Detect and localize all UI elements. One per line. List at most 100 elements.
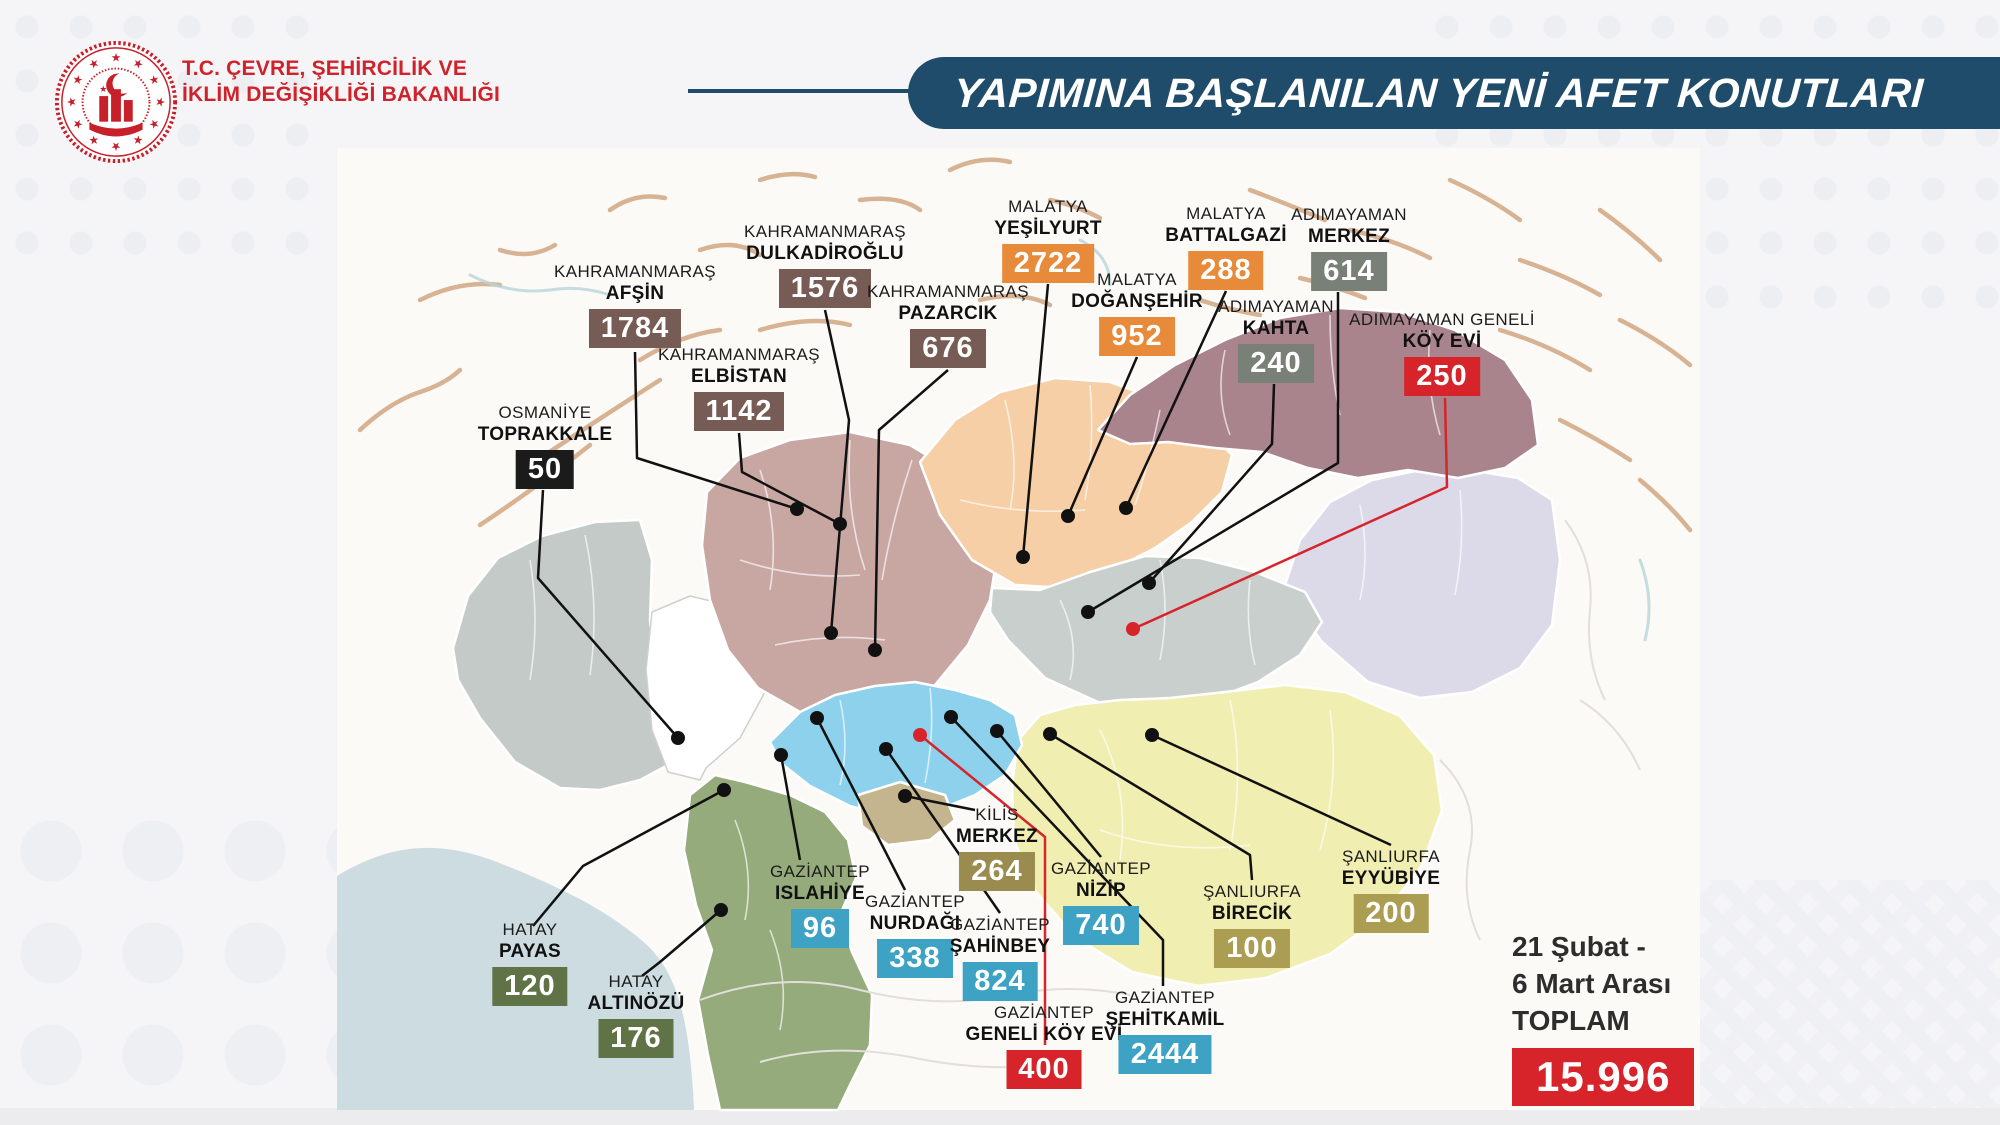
page-title: YAPIMINA BAŞLANILAN YENİ AFET KONUTLARI [952, 69, 1926, 116]
leader-gaziantep-koyevi [919, 734, 1047, 1045]
region-gaziantep [768, 680, 1024, 820]
map-label-sahinbey: GAZİANTEP ŞAHİNBEY 824 [950, 915, 1051, 1001]
value-badge: 676 [910, 329, 986, 368]
value-badge: 614 [1311, 252, 1387, 291]
leader-birecik [1049, 732, 1254, 881]
value-badge: 120 [492, 967, 568, 1006]
total-period-line2: 6 Mart Arası [1512, 968, 1672, 999]
leader-kahta [1148, 383, 1276, 584]
map-label-birecik: ŞANLIURFA BİRECİK 100 [1203, 882, 1301, 968]
leader-adiyaman-merkez [1087, 292, 1340, 614]
map-label-eyyubiye: ŞANLIURFA EYYÜBİYE 200 [1342, 847, 1441, 933]
map-label-nizip: GAZİANTEP NİZİP 740 [1051, 859, 1151, 945]
total-label: TOPLAM [1512, 1005, 1630, 1036]
ministry-name-line1: T.C. ÇEVRE, ŞEHİRCİLİK VE [182, 57, 468, 80]
value-badge: 100 [1214, 929, 1290, 968]
value-badge: 176 [598, 1019, 674, 1058]
map-label-islahiye: GAZİANTEP ISLAHİYE 96 [770, 862, 870, 948]
svg-text:★: ★ [111, 51, 122, 65]
leader-payas [532, 788, 725, 927]
value-badge: 824 [962, 962, 1038, 1001]
total-period-line1: 21 Şubat - [1512, 931, 1646, 962]
leader-kilis [904, 794, 976, 812]
map-label-kahta: ADIMAYAMAN KAHTA 240 [1218, 297, 1334, 383]
map-label-nurdagi: GAZİANTEP NURDAĞI 338 [865, 892, 965, 978]
value-badge: 1142 [693, 392, 785, 431]
value-badge: 2444 [1118, 1035, 1212, 1074]
svg-text:★: ★ [65, 97, 79, 108]
value-badge: 1784 [588, 309, 682, 348]
value-badge: 1576 [778, 269, 872, 308]
leader-toprakkale [536, 489, 679, 739]
leader-lines [532, 283, 1392, 986]
value-badge: 2722 [1001, 244, 1095, 283]
leader-adiyaman-koyevi [1132, 397, 1449, 631]
value-badge: 250 [1404, 357, 1480, 396]
value-badge: 288 [1188, 251, 1264, 290]
map-label-yesilyurt: MALATYA YEŞİLYURT 2722 [994, 197, 1102, 283]
map-dots-red [913, 622, 1140, 742]
value-badge: 952 [1099, 317, 1175, 356]
map-label-adiyaman-merkez: ADIMAYAMAN MERKEZ 614 [1291, 205, 1407, 291]
total-value-badge: 15.996 [1512, 1048, 1695, 1106]
value-badge: 50 [515, 450, 575, 489]
map-label-elbistan: KAHRAMANMARAŞ ELBİSTAN 1142 [658, 345, 820, 431]
logo-crescent-buildings: ★ [89, 72, 143, 137]
svg-text:★: ★ [99, 84, 107, 94]
map-label-adiyaman-koyevi: ADIMAYAMAN GENELİ KÖY EVİ 250 [1349, 310, 1535, 396]
map-label-pazarcik: KAHRAMANMARAŞ PAZARCIK 676 [867, 282, 1029, 368]
map-label-toprakkale: OSMANİYE TOPRAKKALE 50 [478, 403, 613, 489]
map-dots [671, 501, 1159, 917]
ministry-name: T.C. ÇEVRE, ŞEHİRCİLİK VE İKLİM DEĞİŞİKL… [182, 56, 500, 108]
region-east-lavender [1283, 468, 1562, 700]
value-badge: 740 [1063, 906, 1139, 945]
value-badge: 264 [959, 852, 1035, 891]
leader-elbistan [737, 432, 841, 526]
title-banner: YAPIMINA BAŞLANILAN YENİ AFET KONUTLARI [908, 57, 2000, 129]
map-label-sehitkamil: GAZİANTEP ŞEHİTKAMİL 2444 [1105, 988, 1224, 1074]
outside-borders [699, 519, 1641, 1069]
map-label-dulkadiroglu: KAHRAMANMARAŞ DULKADİROĞLU 1576 [744, 222, 906, 308]
leader-nurdagi [815, 717, 907, 891]
map-label-kilis-merkez: KİLİS MERKEZ 264 [956, 805, 1038, 891]
leader-dogansehir [1066, 356, 1139, 517]
svg-text:★: ★ [153, 97, 167, 108]
leader-afsin [633, 351, 798, 511]
region-adiyaman [988, 554, 1324, 712]
leader-yesilyurt [1021, 283, 1050, 558]
ministry-name-line2: İKLİM DEĞİŞİKLİĞİ BAKANLIĞI [182, 83, 501, 106]
district-borders [529, 314, 1463, 1031]
ministry-logo: ★ ★ ★ ★ ★ ★ ★ ★ ★ ★ ★ ★ ★ [54, 40, 178, 164]
map-label-altinozu: HATAY ALTINÖZÜ 176 [587, 972, 684, 1058]
leader-pazarcik [873, 369, 949, 651]
leader-dulkadiroglu [823, 309, 851, 634]
leader-islahiye [779, 754, 802, 861]
rivers [468, 238, 1651, 642]
region-adiyaman-north [1096, 306, 1540, 480]
leader-altinozu [641, 909, 722, 977]
value-badge: 200 [1353, 894, 1429, 933]
map-label-battalgazi: MALATYA BATTALGAZİ 288 [1165, 204, 1287, 290]
value-badge: 96 [790, 909, 850, 948]
leader-eyyubiye [1151, 733, 1392, 847]
province-regions [451, 306, 1562, 1112]
total-block: 21 Şubat - 6 Mart Arası TOPLAM 15.996 [1512, 928, 1695, 1106]
logo-stars: ★ ★ ★ ★ ★ ★ ★ ★ ★ ★ ★ ★ [65, 51, 168, 154]
value-badge: 400 [1006, 1050, 1082, 1089]
leader-sehitkamil [950, 716, 1165, 986]
header-rule [688, 89, 912, 93]
value-badge: 240 [1238, 344, 1314, 383]
map-label-payas: HATAY PAYAS 120 [492, 920, 568, 1006]
leader-lines-red [919, 397, 1449, 1045]
map-label-afsin: KAHRAMANMARAŞ AFŞİN 1784 [554, 262, 716, 348]
leader-battalgazi [1124, 290, 1228, 509]
value-badge: 338 [877, 939, 953, 978]
region-kahramanmaras [700, 430, 1000, 724]
region-hatay [682, 773, 874, 1112]
map-label-gaziantep-koyevi: GAZİANTEP GENELİ KÖY EVİ 400 [966, 1003, 1123, 1089]
bottom-strip [0, 1108, 2000, 1125]
map-label-dogansehir: MALATYA DOĞANŞEHİR 952 [1071, 270, 1203, 356]
svg-text:★: ★ [111, 139, 122, 153]
leader-nizip [996, 730, 1102, 858]
